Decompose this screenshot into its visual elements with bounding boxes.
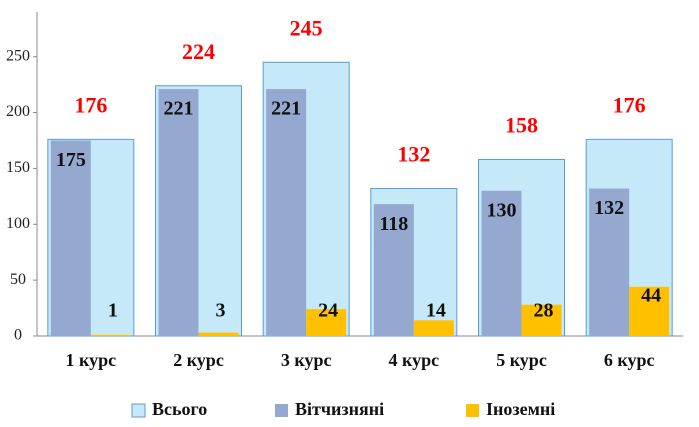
- x-tick-label: 5 курс: [496, 350, 547, 370]
- legend-swatch: [466, 404, 479, 417]
- bar: [90, 334, 131, 336]
- bar: [481, 190, 522, 336]
- y-tick-label: 100: [6, 215, 30, 232]
- bar: [198, 332, 239, 336]
- legend-label: Всього: [152, 399, 207, 419]
- x-tick-label: 6 курс: [604, 350, 655, 370]
- bar: [413, 320, 454, 336]
- y-tick-label: 200: [6, 103, 30, 120]
- bar: [373, 204, 414, 336]
- legend-label: Іноземні: [486, 399, 555, 419]
- legend-label: Вітчизняні: [295, 399, 384, 419]
- data-label: 221: [271, 98, 301, 120]
- x-tick-label: 3 курс: [281, 350, 332, 370]
- total-label: 158: [505, 113, 538, 138]
- bar: [589, 188, 630, 336]
- bar: [50, 140, 91, 336]
- y-tick-label: 250: [6, 47, 30, 64]
- bar: [306, 309, 347, 336]
- bar: [158, 89, 199, 336]
- total-label: 176: [74, 92, 107, 117]
- data-label: 24: [318, 300, 338, 322]
- data-label: 44: [641, 284, 661, 306]
- bar: [629, 286, 670, 336]
- legend-swatch: [275, 404, 288, 417]
- x-tick-label: 4 курс: [389, 350, 440, 370]
- data-label: 118: [379, 213, 408, 235]
- x-tick-label: 1 курс: [66, 350, 117, 370]
- total-label: 176: [613, 92, 646, 117]
- data-label: 130: [487, 199, 517, 221]
- data-label: 1: [108, 300, 118, 322]
- total-label: 245: [290, 15, 323, 40]
- total-label: 132: [397, 142, 430, 167]
- x-tick-label: 2 курс: [173, 350, 224, 370]
- data-label: 175: [56, 149, 86, 171]
- bar: [521, 304, 562, 336]
- y-tick-label: 0: [14, 327, 22, 344]
- y-tick-label: 150: [6, 159, 30, 176]
- data-label: 28: [534, 300, 554, 322]
- bar: [266, 89, 307, 336]
- data-label: 3: [216, 300, 226, 322]
- legend-swatch: [131, 403, 146, 418]
- data-label: 221: [164, 98, 194, 120]
- y-tick-label: 50: [10, 271, 26, 288]
- data-label: 132: [594, 197, 624, 219]
- total-label: 224: [182, 39, 215, 64]
- data-label: 14: [426, 300, 446, 322]
